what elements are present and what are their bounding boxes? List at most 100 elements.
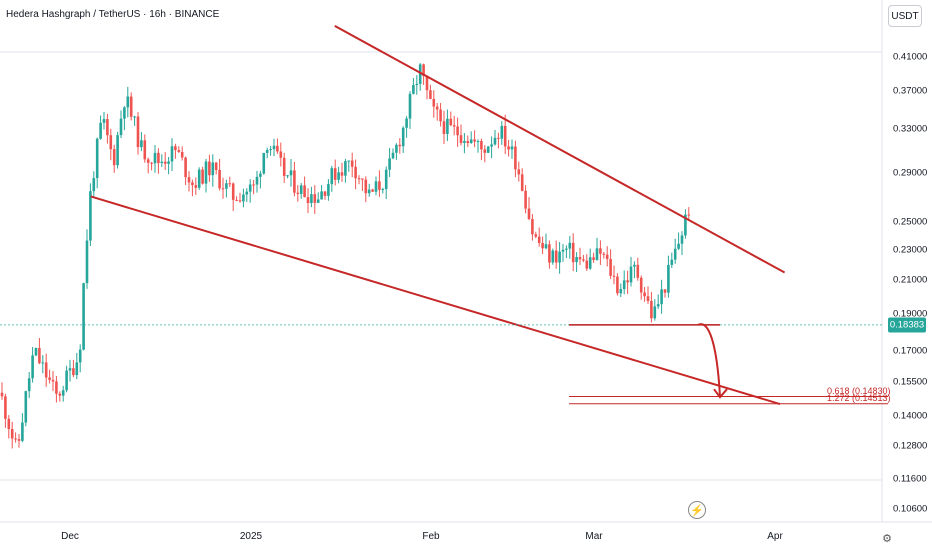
candle-body xyxy=(510,146,514,150)
candle-body xyxy=(568,242,572,249)
candle-body xyxy=(211,162,215,176)
candle-body xyxy=(106,119,109,136)
candle-body xyxy=(633,264,636,267)
candle-body xyxy=(235,199,238,201)
candle-body xyxy=(344,161,347,176)
candle-body xyxy=(585,260,589,269)
candle-body xyxy=(347,160,351,162)
candle-body xyxy=(303,185,306,198)
candle-body xyxy=(490,144,493,147)
candle-body xyxy=(65,370,68,391)
candle-body xyxy=(350,160,354,167)
candle-body xyxy=(102,119,106,123)
candle-body xyxy=(242,194,245,202)
candle-body xyxy=(286,175,289,177)
y-tick-label: 0.17000 xyxy=(893,345,928,357)
candle-body xyxy=(24,391,28,423)
candle-body xyxy=(687,214,691,216)
candle-body xyxy=(337,172,340,180)
candle-body xyxy=(405,118,408,128)
candle-body xyxy=(82,283,85,350)
candle-body xyxy=(119,118,123,136)
candle-body xyxy=(92,178,96,192)
candle-body xyxy=(38,347,41,364)
candle-body xyxy=(408,93,412,119)
candle-body xyxy=(446,118,449,134)
candle-body xyxy=(160,161,164,164)
y-tick-label: 0.11600 xyxy=(893,473,927,485)
candle-body xyxy=(129,96,133,117)
candle-body xyxy=(4,396,7,419)
y-tick-label: 0.33000 xyxy=(893,123,928,135)
candle-body xyxy=(469,139,473,144)
candle-body xyxy=(218,169,221,189)
x-tick-label: 2025 xyxy=(239,531,263,542)
candle-body xyxy=(204,161,208,184)
candle-body xyxy=(534,234,538,237)
candle-body xyxy=(85,240,89,284)
candle-body xyxy=(333,168,337,180)
candle-body xyxy=(262,152,266,174)
candle-body xyxy=(136,116,140,148)
candle-body xyxy=(520,174,524,191)
candle-body xyxy=(401,127,405,147)
candle-body xyxy=(571,242,575,263)
candle-body xyxy=(646,296,650,301)
candle-body xyxy=(78,349,82,363)
candle-body xyxy=(463,141,466,143)
candle-body xyxy=(667,264,670,293)
candle-body xyxy=(395,144,398,153)
candle-body xyxy=(95,138,99,179)
candle-body xyxy=(374,181,378,192)
candle-body xyxy=(293,170,296,193)
candle-body xyxy=(10,428,14,439)
candle-body xyxy=(327,184,330,196)
candle-body xyxy=(177,150,181,152)
candle-body xyxy=(143,140,147,160)
chart-title: Hedera Hashgraph / TetherUS · 16h · BINA… xyxy=(6,9,220,20)
flash-icon[interactable]: ⚡ xyxy=(688,501,706,519)
candle-body xyxy=(61,390,65,396)
candle-body xyxy=(476,141,480,143)
candle-body xyxy=(126,96,130,108)
candle-body xyxy=(680,235,684,244)
candle-body xyxy=(150,162,153,164)
candle-body xyxy=(109,135,113,150)
candle-body xyxy=(381,189,385,191)
y-tick-label: 0.10600 xyxy=(893,503,928,515)
candle-body xyxy=(282,157,286,176)
candle-body xyxy=(330,168,334,185)
lower-trendline xyxy=(90,195,781,405)
candle-body xyxy=(197,169,201,188)
candle-body xyxy=(289,170,293,176)
candle-body xyxy=(269,149,272,151)
candle-body xyxy=(191,182,194,186)
candle-body xyxy=(517,169,521,175)
candle-body xyxy=(221,188,225,190)
y-tick-label: 0.19000 xyxy=(893,308,928,320)
candle-body xyxy=(272,145,276,150)
candle-body xyxy=(636,264,640,278)
candle-body xyxy=(153,152,157,164)
y-tick-label: 0.21000 xyxy=(893,274,928,286)
currency-unit-button[interactable]: USDT xyxy=(888,5,922,27)
candle-body xyxy=(310,194,313,204)
candle-body xyxy=(184,157,187,178)
x-tick-label: Mar xyxy=(585,531,603,542)
candle-body xyxy=(364,179,368,194)
projection-arrowhead xyxy=(713,388,728,399)
candle-body xyxy=(313,194,317,203)
candle-body xyxy=(507,146,510,150)
candle-body xyxy=(422,64,425,76)
candle-body xyxy=(544,244,548,249)
candle-body xyxy=(473,139,476,142)
candle-body xyxy=(599,248,602,254)
current-price-tag: 0.18383 xyxy=(888,317,926,333)
candle-body xyxy=(551,250,555,263)
settings-icon[interactable]: ⚙ xyxy=(882,532,892,545)
candle-body xyxy=(619,289,623,294)
candle-body xyxy=(514,146,517,170)
candle-body xyxy=(398,144,402,147)
